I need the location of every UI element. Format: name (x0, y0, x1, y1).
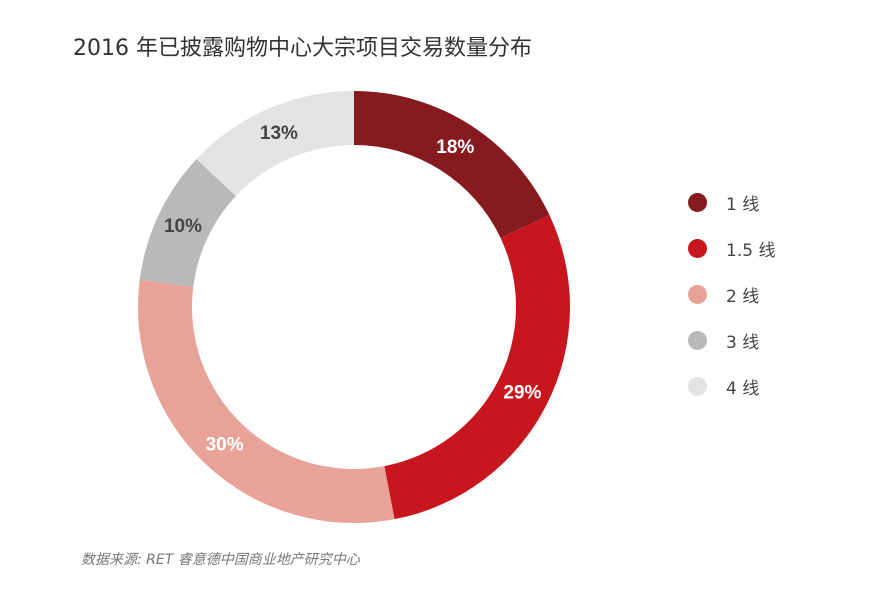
donut-slices (138, 91, 570, 524)
legend-swatch (688, 285, 707, 304)
chart-title: 2016 年已披露购物中心大宗项目交易数量分布 (73, 36, 532, 61)
donut-slice-5 (196, 91, 354, 197)
legend-label: 4 线 (726, 379, 760, 399)
legend-label: 1 线 (726, 195, 760, 215)
donut-slice-4 (139, 159, 236, 287)
legend-label: 1.5 线 (726, 241, 776, 261)
legend-swatch (688, 239, 707, 258)
slice-value-label-5: 13% (260, 123, 298, 144)
legend-label: 3 线 (726, 333, 760, 353)
legend-label: 2 线 (726, 287, 760, 307)
donut-slice-2 (384, 215, 570, 520)
slice-value-label-1: 18% (436, 137, 474, 158)
legend-swatch (688, 331, 707, 350)
legend-swatch (688, 377, 707, 396)
slice-value-label-2: 29% (503, 382, 541, 403)
donut-slice-1 (354, 91, 550, 239)
slice-value-label-3: 30% (206, 434, 244, 455)
slice-value-label-4: 10% (164, 216, 202, 237)
legend-swatch (688, 193, 707, 212)
source-note: 数据来源: RET 睿意德中国商业地产研究中心 (81, 552, 360, 568)
donut-value-labels: 18% 29% 30% 10% 13% (164, 123, 542, 455)
donut-slice-3 (138, 279, 395, 524)
